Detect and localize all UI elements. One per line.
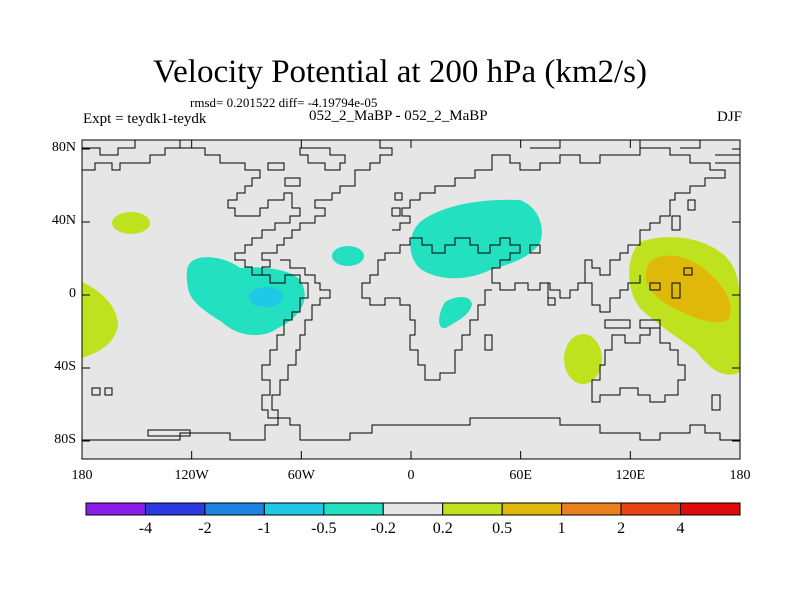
colorbar-box [501, 502, 563, 516]
coastline-australia [591, 327, 686, 403]
coastline-madagascar [484, 334, 493, 351]
contour-region-neg-atlantic [332, 246, 364, 266]
contour-region-neg-eurasia [410, 199, 542, 279]
coastline-indonesia [604, 267, 693, 329]
lon-label: 180 [71, 468, 93, 483]
lat-label: 40S [54, 359, 76, 374]
lon-label: 60E [509, 468, 532, 483]
colorbar-box [204, 502, 265, 516]
colorbar-label: 4 [676, 520, 685, 537]
colorbar-box [442, 502, 503, 516]
coastline-japan [671, 199, 696, 231]
lon-label: 60W [287, 468, 315, 483]
contour-region-neg-africa [439, 297, 472, 329]
colorbar-label: 1 [557, 520, 566, 537]
lat-label: 0 [69, 286, 76, 301]
coastlines [82, 140, 740, 441]
lon-label: 180 [729, 468, 751, 483]
coastline-antarctica [82, 417, 740, 441]
chart-title: Velocity Potential at 200 hPa (km2/s) [152, 54, 648, 90]
contour-fills [82, 199, 740, 384]
colorbar-box [620, 502, 682, 516]
colorbar-label: 2 [617, 520, 626, 537]
colorbar-label: -0.5 [311, 520, 337, 537]
colorbar-box [382, 502, 444, 516]
contour-region-neg-samerica [186, 257, 305, 336]
experiment-label: Expt = teydk1-teydk [83, 111, 207, 127]
lat-label: 40N [51, 213, 76, 228]
contour-region-neg-core [249, 287, 283, 307]
colorbar-box [323, 502, 384, 516]
lat-label: 80S [54, 432, 76, 447]
coastline-new-zealand [711, 394, 721, 411]
colorbar-label: -0.2 [370, 520, 396, 537]
colorbar-label: 0.2 [432, 520, 453, 537]
lon-label: 0 [407, 468, 415, 483]
axis-ticks [81, 140, 741, 459]
colorbar-label: -4 [138, 520, 153, 537]
season-label: DJF [716, 109, 742, 125]
lon-label: 120W [174, 468, 209, 483]
colorbar-label: -2 [198, 520, 212, 537]
colorbar [85, 502, 741, 516]
colorbar-label: -1 [257, 520, 272, 537]
contour-region-pos-npacific [112, 212, 150, 234]
coastline-ross-islands [147, 429, 191, 437]
colorbar-box [561, 502, 622, 516]
coastline-small-islands [91, 192, 541, 396]
map-background [82, 140, 740, 459]
colorbar-box [263, 502, 325, 516]
contour-region-pos-wpacific-core [646, 255, 731, 323]
coastline-greenland [299, 147, 346, 171]
contour-region-pos-indian [564, 334, 602, 384]
coastline-india-seasia [540, 275, 641, 313]
stats-text: rmsd= 0.201522 diff= -4.19794e-05 [190, 95, 378, 110]
lon-label: 120E [615, 468, 646, 483]
period-label: 052_2_MaBP - 052_2_MaBP [309, 108, 488, 124]
coastline-arctic-islands [267, 162, 301, 187]
coastline-south-america [261, 259, 331, 419]
lat-label: 80N [51, 140, 76, 155]
coastline-arctic-russia [530, 140, 740, 164]
colorbar-label: 0.5 [492, 520, 513, 537]
colorbar-box [144, 502, 206, 516]
contour-region-pos-epacific [82, 282, 118, 358]
coastline-north-america [82, 140, 393, 276]
colorbar-box [85, 502, 146, 516]
colorbar-box [680, 502, 741, 516]
